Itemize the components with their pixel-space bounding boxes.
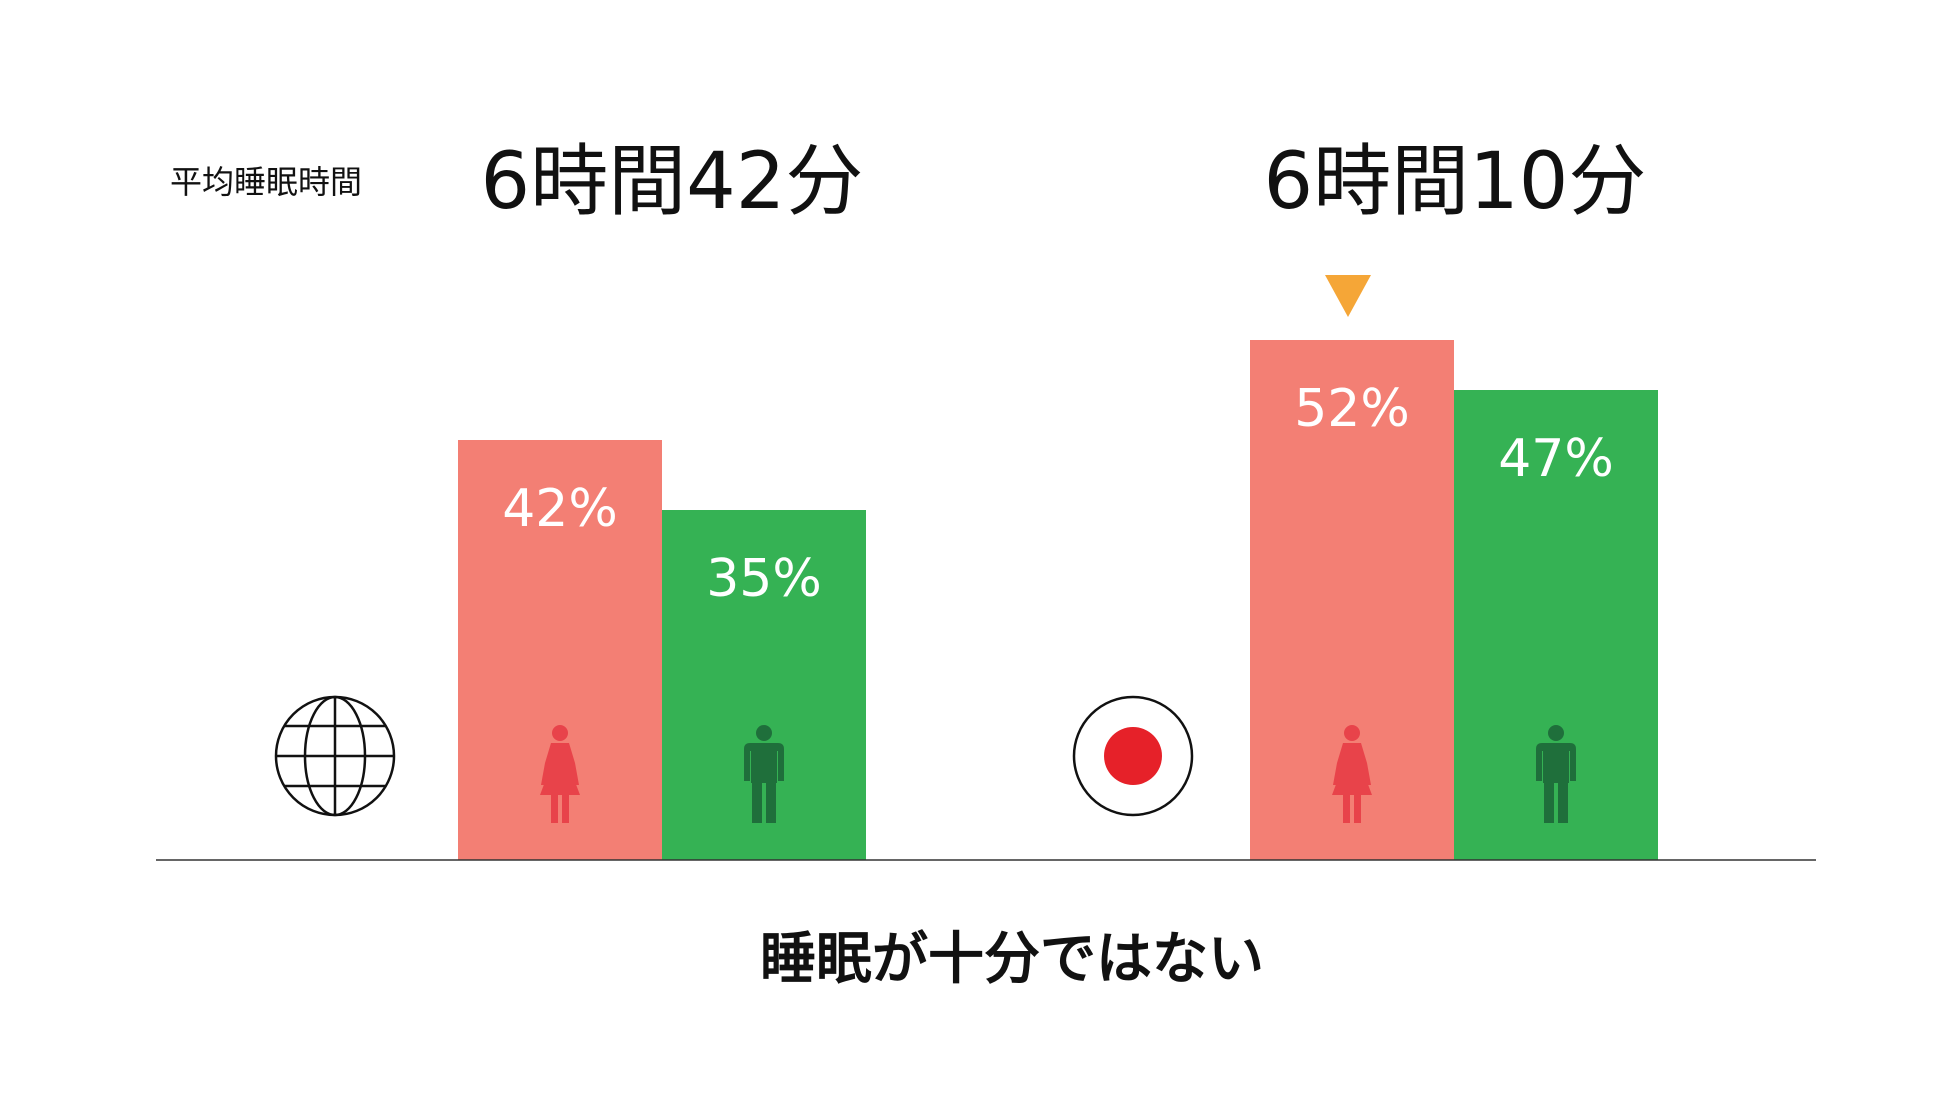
bar-male-world <box>662 510 866 860</box>
female-icon <box>1332 725 1372 823</box>
male-icon <box>1536 725 1576 823</box>
avg-sleep-japan: 6時間10分 <box>1264 137 1647 227</box>
bar-value-label: 42% <box>502 479 618 539</box>
row-label: 平均睡眠時間 <box>170 163 362 201</box>
bar-value-label: 52% <box>1294 379 1410 439</box>
footer-caption: 睡眠が十分ではない <box>760 927 1264 992</box>
female-icon <box>540 725 580 823</box>
avg-sleep-world: 6時間42分 <box>481 137 864 227</box>
japan-flag-icon <box>1072 695 1194 817</box>
bar-value-label: 47% <box>1498 429 1614 489</box>
globe-icon <box>274 695 396 817</box>
male-icon <box>744 725 784 823</box>
triangle-down-icon <box>1325 275 1371 317</box>
bar-value-label: 35% <box>706 549 822 609</box>
bars-layer: 42% 35% 52% 47% <box>274 275 1658 860</box>
